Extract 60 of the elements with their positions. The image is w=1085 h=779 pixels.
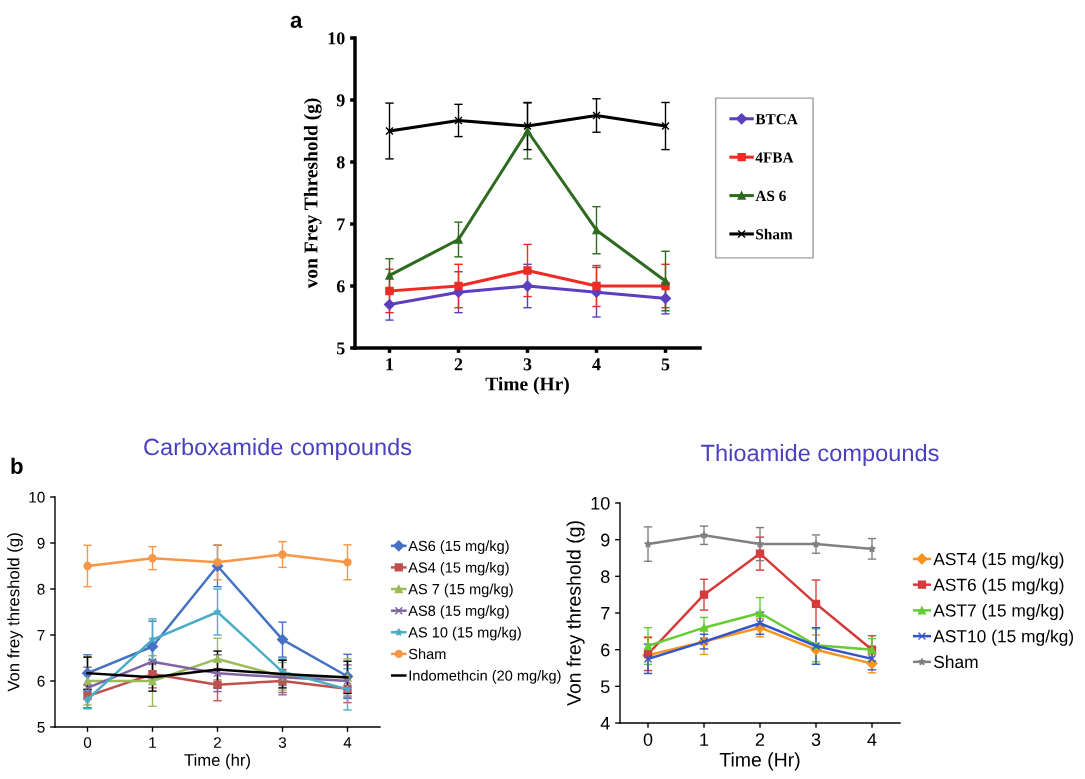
x-tick-label: 2	[454, 358, 463, 371]
y-tick-label: 5	[600, 680, 610, 694]
y-tick-label: 10	[29, 491, 45, 503]
legend-label: Sham	[934, 655, 978, 669]
chart-title: Carboxamide compounds	[144, 437, 412, 460]
x-tick-label: 2	[755, 733, 765, 746]
x-tick-label: 4	[867, 733, 877, 746]
legend-label: AS6 (15 mg/kg)	[408, 540, 509, 554]
x-tick-label: 0	[83, 737, 92, 748]
chart-title: Thioamide compounds	[701, 443, 939, 466]
y-tick-label: 5	[336, 342, 345, 355]
y-tick-label: 10	[328, 32, 345, 45]
x-tick-label: 2	[214, 737, 221, 748]
y-tick-label: 8	[601, 570, 610, 584]
y-axis-title: Von frey threshold (g)	[566, 521, 585, 706]
y-tick-label: 6	[37, 675, 45, 687]
y-tick-label: 7	[37, 630, 45, 641]
x-tick-label: 0	[643, 733, 653, 746]
y-tick-label: 8	[37, 583, 45, 595]
x-tick-label: 4	[592, 358, 601, 371]
legend-label: AS 7 (15 mg/kg)	[408, 583, 513, 598]
y-tick-label: 10	[591, 496, 610, 510]
y-tick-label: 8	[336, 156, 345, 169]
y-tick-label: 5	[37, 722, 45, 733]
legend-label: Sham	[756, 228, 793, 240]
x-tick-label: 1	[700, 733, 709, 746]
legend-label: Indomethcin (20 mg/kg)	[409, 670, 561, 684]
x-axis-title: Time (hr)	[184, 753, 250, 770]
y-tick-label: 9	[37, 537, 45, 549]
x-tick-label: 5	[661, 358, 670, 371]
y-tick-label: 9	[336, 94, 345, 107]
legend-label: AST7 (15 mg/kg)	[933, 603, 1064, 621]
y-tick-label: 6	[601, 643, 610, 657]
legend-label: Sham	[408, 648, 446, 660]
y-tick-label: 7	[337, 218, 345, 231]
text: a	[290, 15, 303, 28]
y-tick-label: 9	[601, 533, 610, 547]
y-tick-label: 4	[600, 717, 610, 730]
legend-label: AS 10 (15 mg/kg)	[408, 626, 521, 641]
legend-label: AS 6	[755, 190, 786, 202]
legend-label: AST4 (15 mg/kg)	[933, 552, 1064, 569]
x-axis-title: Time (Hr)	[719, 752, 800, 771]
legend-label: AS8 (15 mg/kg)	[408, 605, 509, 619]
legend-label: AST10 (15 mg/kg)	[933, 629, 1074, 646]
x-tick-label: 3	[278, 737, 287, 748]
legend-label: AST6 (15 mg/kg)	[933, 578, 1064, 595]
text: b	[11, 457, 23, 474]
y-axis-title: Von frey threshold (g)	[7, 533, 23, 692]
x-tick-label: 3	[523, 358, 532, 371]
legend-label: 4FBA	[755, 152, 794, 163]
x-axis-title: Time (Hr)	[485, 376, 569, 395]
x-tick-label: 1	[149, 737, 156, 748]
legend-label: AS4 (15 mg/kg)	[408, 561, 509, 576]
legend-label: BTCA	[755, 114, 798, 125]
x-tick-label: 4	[343, 737, 352, 748]
x-tick-label: 3	[811, 733, 821, 746]
y-tick-label: 7	[601, 607, 610, 620]
y-axis-title: von Frey Threshold (g)	[303, 98, 322, 289]
y-tick-label: 6	[336, 280, 345, 293]
x-tick-label: 1	[386, 358, 394, 371]
